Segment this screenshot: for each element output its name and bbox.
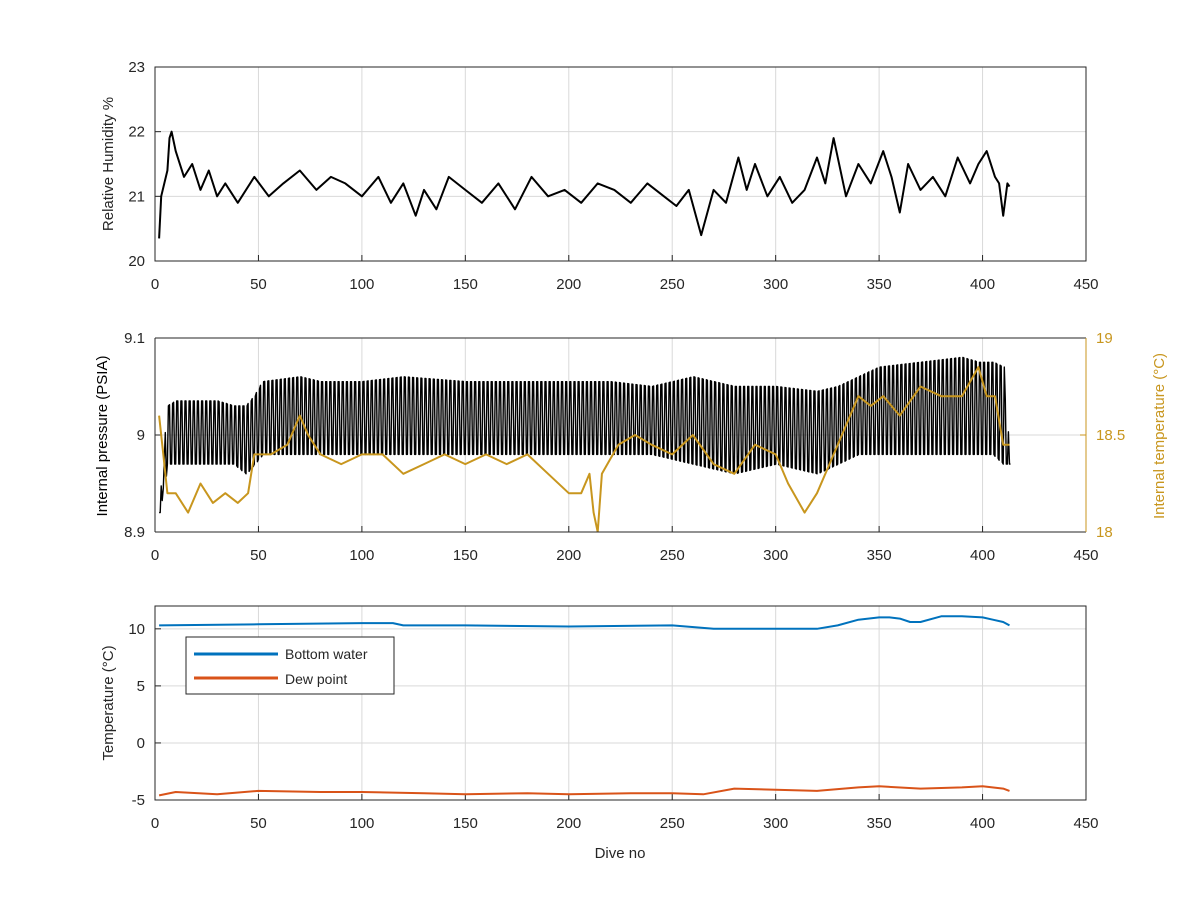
pressure-x-tick-label: 400 — [970, 547, 995, 564]
bottom-water-line — [159, 615, 1010, 630]
temperature-y-tick-label: -5 — [132, 792, 145, 809]
humidity-x-tick-label: 100 — [349, 276, 374, 293]
legend-box — [185, 636, 395, 695]
pressure-series-0-line — [159, 356, 1011, 514]
humidity-x-tick-label: 300 — [763, 276, 788, 293]
pressure-series-1-line — [158, 366, 1010, 532]
pressure-x-tick-label: 0 — [151, 547, 159, 564]
humidity-x-tick-label: 250 — [660, 276, 685, 293]
temperature-x-tick-label: 350 — [867, 815, 892, 832]
temperature-series-group — [158, 615, 1010, 797]
temperature-y2-tick-label: 18 — [1096, 524, 1113, 541]
pressure-x-tick-label: 250 — [660, 547, 685, 564]
pressure-y-tick-labels: 8.9 9 9.1 — [124, 330, 145, 541]
humidity-axes-box — [154, 66, 1087, 262]
humidity-y-tick-labels: 20 21 22 23 — [128, 59, 145, 270]
temperature-y-tick-label: 0 — [137, 735, 145, 752]
pressure-y-axis-label: Internal pressure (PSIA) — [94, 356, 111, 517]
temperature-y-tick-labels: -5 0 5 10 — [128, 621, 145, 809]
temperature-y2-tick-label: 18.5 — [1096, 427, 1125, 444]
temperature-panel: 0 50 100 150 200 250 300 350 400 450 -5 0 5 10 Tempe… — [100, 605, 1099, 862]
temperature-y-axis-label: Temperature (°C) — [100, 645, 117, 760]
temperature-x-tick-label: 50 — [250, 815, 267, 832]
temperature-y-tick-label: 10 — [128, 621, 145, 638]
temperature-x-tick-label: 250 — [660, 815, 685, 832]
humidity-plot-area — [155, 67, 1086, 261]
humidity-x-tick-labels: 0 50 100 150 200 250 300 350 400 450 — [151, 276, 1099, 293]
pressure-panel: 0 50 100 150 200 250 300 350 400 450 8.999.1 1818… — [94, 330, 1168, 564]
pressure-y-tick-label: 9 — [137, 427, 145, 444]
temperature-y2-tick-labels: 18 18.5 19 — [1096, 330, 1125, 541]
temperature-x-tick-label: 200 — [556, 815, 581, 832]
humidity-x-tick-label: 200 — [556, 276, 581, 293]
pressure-x-tick-label: 50 — [250, 547, 267, 564]
temperature-y2-tick-label: 19 — [1096, 330, 1113, 347]
temperature-x-tick-label: 0 — [151, 815, 159, 832]
humidity-panel: 0 50 100 150 200 250 300 350 400 450 20 21 22 23 Rel… — [100, 59, 1099, 293]
humidity-x-tick-label: 400 — [970, 276, 995, 293]
pressure-x-tick-label: 200 — [556, 547, 581, 564]
pressure-x-tick-label: 100 — [349, 547, 374, 564]
humidity-series-group — [158, 130, 1011, 239]
x-axis-label: Dive no — [595, 845, 646, 862]
temperature-x-tick-label: 400 — [970, 815, 995, 832]
humidity-y-tick-label: 23 — [128, 59, 145, 76]
humidity-y-axis-label: Relative Humidity % — [100, 97, 117, 231]
temperature-y2-axis-label: Internal temperature (°C) — [1151, 353, 1168, 519]
pressure-y-tick-label: 9.1 — [124, 330, 145, 347]
temperature-y-tick-label: 5 — [137, 678, 145, 695]
humidity-y-tick-label: 20 — [128, 253, 145, 270]
pressure-y-tick-label: 8.9 — [124, 524, 145, 541]
temperature-plot-area — [155, 606, 1086, 800]
pressure-x-tick-label: 150 — [453, 547, 478, 564]
temperature-x-tick-labels: 0 50 100 150 200 250 300 350 400 450 — [151, 815, 1099, 832]
temperature-x-tick-label: 450 — [1073, 815, 1098, 832]
legend-label-bottom-water: Bottom water — [285, 646, 368, 662]
humidity-x-tick-label: 350 — [867, 276, 892, 293]
legend: Bottom water Dew point — [185, 636, 395, 695]
legend-label-dew-point: Dew point — [285, 671, 347, 687]
temperature-x-tick-label: 150 — [453, 815, 478, 832]
pressure-series-group — [158, 356, 1011, 532]
dew-point-line — [158, 785, 1010, 797]
temperature-axes-box — [154, 605, 1087, 801]
humidity-y-tick-label: 21 — [128, 188, 145, 205]
temperature-x-tick-label: 300 — [763, 815, 788, 832]
pressure-x-tick-label: 450 — [1073, 547, 1098, 564]
humidity-x-tick-label: 0 — [151, 276, 159, 293]
humidity-x-tick-label: 450 — [1073, 276, 1098, 293]
humidity-x-tick-label: 50 — [250, 276, 267, 293]
pressure-x-tick-label: 350 — [867, 547, 892, 564]
humidity-x-tick-label: 150 — [453, 276, 478, 293]
humidity-y-tick-label: 22 — [128, 124, 145, 141]
temperature-x-tick-label: 100 — [349, 815, 374, 832]
pressure-x-tick-label: 300 — [763, 547, 788, 564]
humidity-series-0-line — [158, 130, 1011, 239]
pressure-x-tick-labels: 0 50 100 150 200 250 300 350 400 450 — [151, 547, 1099, 564]
